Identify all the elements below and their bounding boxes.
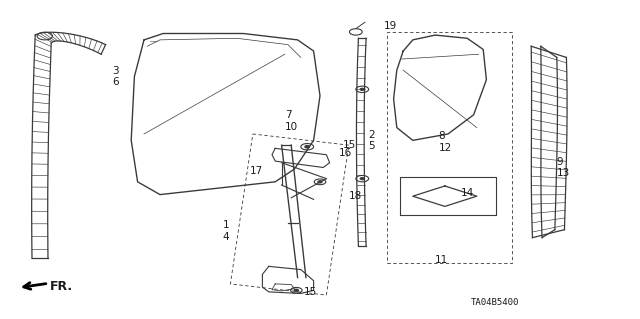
Text: 14: 14	[461, 188, 474, 198]
Text: 17: 17	[250, 166, 263, 176]
Text: 7
10: 7 10	[285, 110, 298, 132]
Text: 19: 19	[384, 20, 397, 31]
Text: 15: 15	[304, 287, 317, 297]
Text: 18: 18	[349, 191, 362, 201]
Circle shape	[318, 181, 322, 183]
Circle shape	[360, 178, 364, 180]
Text: 15: 15	[342, 140, 356, 150]
Text: 16: 16	[339, 148, 353, 158]
Text: 3
6: 3 6	[112, 66, 118, 87]
Circle shape	[294, 289, 298, 291]
Circle shape	[360, 88, 364, 90]
Circle shape	[305, 145, 310, 148]
Text: 1
4: 1 4	[223, 220, 229, 242]
Text: 11: 11	[435, 255, 449, 265]
Text: 8
12: 8 12	[438, 131, 452, 153]
Text: 2
5: 2 5	[368, 130, 374, 151]
Text: FR.: FR.	[50, 280, 73, 293]
Text: TA04B5400: TA04B5400	[470, 298, 519, 307]
Text: 9
13: 9 13	[557, 157, 570, 178]
